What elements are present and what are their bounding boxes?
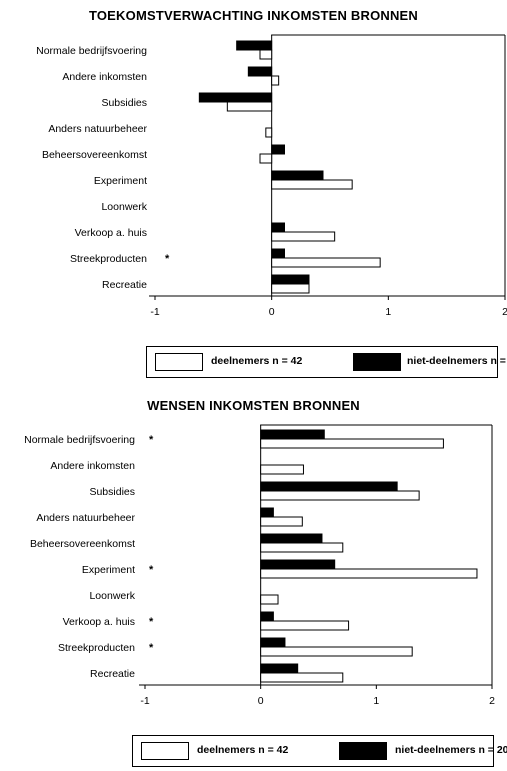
category-label-anders-natuurbeheer: Anders natuurbeheer	[36, 512, 135, 524]
chart-2-legend: deelnemers n = 42 niet-deelnemers n = 20	[132, 735, 507, 767]
legend-label-deelnemers: deelnemers n = 42	[197, 744, 289, 756]
bar-niet-deelnemers-n-20-verkoop-a-huis	[260, 611, 274, 622]
bar-deelnemers-n-42-anders-natuurbeheer	[265, 127, 273, 138]
legend-swatch-niet-deelnemers	[339, 742, 387, 760]
significance-marker: *	[149, 564, 154, 576]
x-tick-label: 0	[269, 306, 275, 318]
category-label-anders-natuurbeheer: Anders natuurbeheer	[48, 123, 147, 135]
bar-deelnemers-n-42-verkoop-a-huis	[271, 231, 336, 242]
bar-niet-deelnemers-n-20-subsidies	[198, 92, 273, 103]
category-label-verkoop-a-huis: Verkoop a. huis	[75, 227, 147, 239]
bar-deelnemers-n-42-streekproducten	[260, 646, 413, 657]
bar-niet-deelnemers-n-20-subsidies	[260, 481, 398, 492]
bar-deelnemers-n-42-subsidies	[226, 101, 273, 112]
significance-marker: *	[149, 642, 154, 654]
bar-deelnemers-n-42-recreatie	[260, 672, 344, 683]
chart-2-plot: -1 0 1 2 Normale bedrijfsvoering * Andere inko…	[24, 424, 495, 707]
bar-niet-deelnemers-n-20-normale-bedrijfsvoering	[236, 40, 273, 51]
chart-1-plot: -1 0 1 2 Normale bedrijfsvoering Andere inkom…	[36, 34, 507, 318]
category-label-streekproducten: Streekproducten	[58, 642, 135, 654]
bar-deelnemers-n-42-experiment	[271, 179, 353, 190]
category-label-beheersovereenkomst: Beheersovereenkomst	[42, 149, 147, 161]
bar-niet-deelnemers-n-20-streekproducten	[271, 248, 285, 259]
category-label-normale-bedrijfsvoering: Normale bedrijfsvoering	[36, 45, 147, 57]
bar-deelnemers-n-42-beheersovereenkomst	[260, 542, 344, 553]
chart-2-title: WENSEN INKOMSTEN BRONNEN	[147, 398, 360, 413]
significance-marker: *	[149, 434, 154, 446]
x-tick-label: 2	[489, 695, 495, 707]
x-tick-label: -1	[140, 695, 149, 707]
category-label-andere-inkomsten: Andere inkomsten	[50, 460, 135, 472]
category-label-verkoop-a-huis: Verkoop a. huis	[63, 616, 135, 628]
chart-1-title: TOEKOMSTVERWACHTING INKOMSTEN BRONNEN	[88, 8, 419, 23]
legend-label-niet-deelnemers: niet-deelnemers n = 20	[407, 355, 507, 367]
x-tick-label: -1	[150, 306, 159, 318]
bar-niet-deelnemers-n-20-experiment	[260, 559, 336, 570]
legend-label-niet-deelnemers: niet-deelnemers n = 20	[395, 744, 507, 756]
legend-swatch-deelnemers	[155, 353, 203, 371]
category-label-recreatie: Recreatie	[102, 279, 147, 291]
significance-marker: *	[149, 616, 154, 628]
bar-niet-deelnemers-n-20-streekproducten	[260, 637, 286, 648]
legend-label-deelnemers: deelnemers n = 42	[211, 355, 303, 367]
legend-swatch-niet-deelnemers	[353, 353, 401, 371]
x-tick-label: 0	[258, 695, 264, 707]
bar-niet-deelnemers-n-20-normale-bedrijfsvoering	[260, 429, 325, 440]
bar-deelnemers-n-42-andere-inkomsten	[260, 464, 304, 475]
bar-niet-deelnemers-n-20-recreatie	[260, 663, 299, 674]
bar-niet-deelnemers-n-20-andere-inkomsten	[247, 66, 273, 77]
legend-swatch-deelnemers	[141, 742, 189, 760]
bar-deelnemers-n-42-loonwerk	[260, 594, 279, 605]
bar-deelnemers-n-42-andere-inkomsten	[271, 75, 280, 86]
bar-niet-deelnemers-n-20-verkoop-a-huis	[271, 222, 285, 233]
category-label-beheersovereenkomst: Beheersovereenkomst	[30, 538, 135, 550]
bar-deelnemers-n-42-beheersovereenkomst	[259, 153, 273, 164]
category-label-subsidies: Subsidies	[89, 486, 135, 498]
significance-marker: *	[165, 253, 170, 265]
category-label-recreatie: Recreatie	[90, 668, 135, 680]
category-label-streekproducten: Streekproducten	[70, 253, 147, 265]
bar-deelnemers-n-42-anders-natuurbeheer	[260, 516, 303, 527]
bar-niet-deelnemers-n-20-beheersovereenkomst	[271, 144, 285, 155]
bar-deelnemers-n-42-streekproducten	[271, 257, 381, 268]
category-label-experiment: Experiment	[82, 564, 135, 576]
category-label-loonwerk: Loonwerk	[89, 590, 135, 602]
bar-deelnemers-n-42-subsidies	[260, 490, 420, 501]
category-label-loonwerk: Loonwerk	[101, 201, 147, 213]
chart-1-legend: deelnemers n = 42 niet-deelnemers n = 20	[146, 346, 507, 378]
category-label-andere-inkomsten: Andere inkomsten	[62, 71, 147, 83]
bar-deelnemers-n-42-experiment	[260, 568, 478, 579]
bar-deelnemers-n-42-verkoop-a-huis	[260, 620, 350, 631]
bar-niet-deelnemers-n-20-beheersovereenkomst	[260, 533, 323, 544]
category-label-subsidies: Subsidies	[101, 97, 147, 109]
bar-niet-deelnemers-n-20-recreatie	[271, 274, 310, 285]
x-tick-label: 1	[385, 306, 391, 318]
x-tick-label: 2	[502, 306, 507, 318]
bar-niet-deelnemers-n-20-anders-natuurbeheer	[260, 507, 274, 518]
x-tick-label: 1	[373, 695, 379, 707]
category-label-normale-bedrijfsvoering: Normale bedrijfsvoering	[24, 434, 135, 446]
bar-deelnemers-n-42-normale-bedrijfsvoering	[259, 49, 273, 60]
category-label-experiment: Experiment	[94, 175, 147, 187]
bar-deelnemers-n-42-recreatie	[271, 283, 310, 294]
bar-deelnemers-n-42-normale-bedrijfsvoering	[260, 438, 444, 449]
bar-niet-deelnemers-n-20-experiment	[271, 170, 324, 181]
